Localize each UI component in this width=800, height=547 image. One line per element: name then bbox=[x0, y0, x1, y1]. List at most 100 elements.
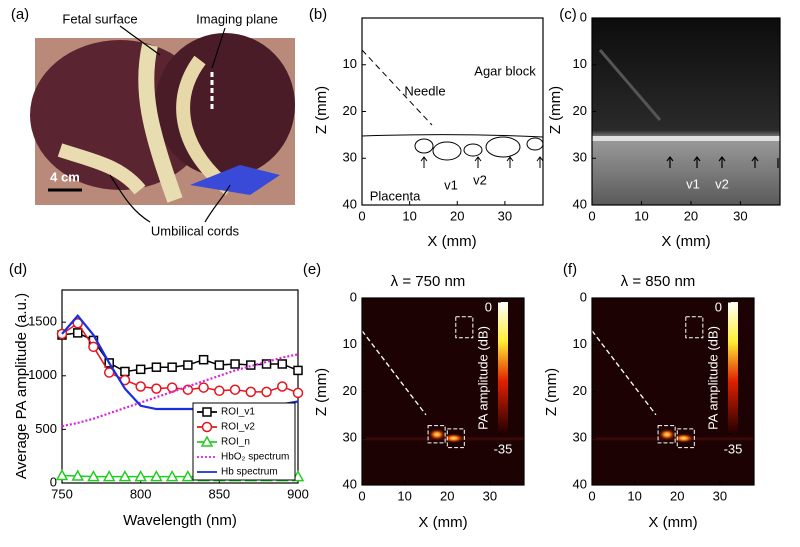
roi-box bbox=[676, 428, 695, 449]
roi-box bbox=[455, 316, 474, 339]
marker bbox=[167, 362, 177, 372]
x-tick-label: 0 bbox=[588, 488, 595, 503]
annotation: Imaging plane bbox=[196, 11, 278, 26]
x-tick-label: 0 bbox=[588, 208, 595, 223]
x-tick-label: 10 bbox=[627, 488, 641, 503]
marker bbox=[183, 360, 193, 370]
marker bbox=[134, 470, 147, 482]
x-tick-label: 30 bbox=[713, 488, 727, 503]
x-axis-label: X (mm) bbox=[418, 514, 467, 531]
x-tick-label: 10 bbox=[397, 488, 411, 503]
annotation: v1 bbox=[686, 176, 700, 191]
panel-label: (b) bbox=[309, 6, 327, 23]
x-axis-label: X (mm) bbox=[661, 233, 710, 250]
hotspot bbox=[658, 428, 677, 441]
y-tick-label: 0 bbox=[580, 9, 587, 24]
x-tick-label: 20 bbox=[450, 208, 464, 223]
y-tick-label: 40 bbox=[343, 196, 357, 211]
annotation: Agar block bbox=[474, 63, 536, 78]
x-tick-label: 0 bbox=[358, 488, 365, 503]
y-axis-label: Z (mm) bbox=[543, 368, 560, 416]
needle bbox=[361, 330, 427, 416]
legend-label: ROI_v2 bbox=[221, 422, 255, 433]
y-tick-label: 0 bbox=[580, 289, 587, 304]
roi-box bbox=[685, 316, 704, 339]
marker bbox=[87, 470, 100, 482]
panel-title: λ = 850 nm bbox=[621, 273, 696, 290]
marker bbox=[214, 360, 225, 370]
y-tick-label: 10 bbox=[343, 56, 357, 71]
roi-box bbox=[427, 425, 446, 444]
marker bbox=[120, 366, 130, 377]
x-axis-label: Wavelength (nm) bbox=[123, 512, 237, 529]
annotation: Fetal surface bbox=[62, 11, 137, 26]
marker bbox=[165, 470, 179, 482]
marker bbox=[202, 407, 212, 417]
marker bbox=[103, 367, 115, 378]
needle bbox=[591, 330, 657, 416]
y-tick-label: 10 bbox=[343, 336, 357, 351]
annotation: v2 bbox=[715, 176, 729, 191]
colorbar-label: PA amplitude (dB) bbox=[705, 326, 720, 430]
marker bbox=[150, 470, 163, 482]
hotspot bbox=[428, 428, 447, 441]
x-tick-label: 850 bbox=[208, 486, 230, 501]
marker bbox=[261, 359, 272, 369]
marker bbox=[72, 328, 83, 338]
marker bbox=[246, 360, 256, 370]
annotation: Placenta bbox=[370, 188, 421, 203]
photo bbox=[30, 25, 295, 223]
colorbar-tick-label: 0 bbox=[485, 299, 492, 314]
y-axis-label: Z (mm) bbox=[547, 86, 564, 134]
scale-bar-label: 4 cm bbox=[50, 169, 80, 184]
roi-box bbox=[446, 428, 465, 449]
legend-label: ROI_n bbox=[221, 437, 250, 448]
marker bbox=[201, 421, 213, 433]
marker bbox=[198, 382, 209, 393]
x-tick-label: 30 bbox=[498, 208, 512, 223]
marker bbox=[245, 386, 257, 398]
axes-frame bbox=[61, 289, 299, 484]
marker bbox=[71, 469, 85, 481]
y-tick-label: 10 bbox=[573, 336, 587, 351]
series-line bbox=[61, 353, 299, 428]
y-axis-label: Z (mm) bbox=[313, 86, 330, 134]
y-tick-label: 20 bbox=[343, 103, 357, 118]
marker bbox=[135, 381, 146, 392]
y-axis-label: Z (mm) bbox=[313, 368, 330, 416]
x-tick-label: 900 bbox=[287, 486, 309, 501]
colorbar-tick-label: 0 bbox=[715, 299, 722, 314]
marker bbox=[166, 382, 178, 393]
roi-box bbox=[657, 425, 676, 444]
colorbar bbox=[728, 302, 738, 434]
marker bbox=[229, 384, 241, 395]
annotation: v2 bbox=[473, 172, 487, 187]
y-axis-label: Average PA amplitude (a.u.) bbox=[13, 293, 30, 479]
marker bbox=[214, 385, 225, 397]
panel-label: (a) bbox=[11, 6, 29, 23]
marker bbox=[72, 317, 83, 329]
series-line bbox=[61, 322, 299, 394]
y-tick-label: 40 bbox=[573, 476, 587, 491]
marker bbox=[277, 359, 288, 369]
pa-image bbox=[362, 298, 524, 485]
panel-label: (e) bbox=[303, 261, 321, 278]
x-tick-label: 20 bbox=[684, 208, 698, 223]
y-tick-label: 40 bbox=[343, 476, 357, 491]
marker bbox=[198, 354, 209, 365]
y-tick-label: 500 bbox=[35, 421, 57, 436]
x-tick-label: 20 bbox=[670, 488, 684, 503]
y-tick-label: 10 bbox=[573, 56, 587, 71]
y-tick-label: 1000 bbox=[28, 367, 57, 382]
y-tick-label: 1500 bbox=[28, 314, 57, 329]
y-tick-label: 0 bbox=[350, 289, 357, 304]
colorbar bbox=[498, 302, 508, 434]
legend-label: HbO₂ spectrum bbox=[221, 452, 289, 463]
legend-label: ROI_v1 bbox=[221, 407, 255, 418]
marker bbox=[151, 383, 162, 394]
x-tick-label: 10 bbox=[402, 208, 416, 223]
x-tick-label: 20 bbox=[440, 488, 454, 503]
marker bbox=[118, 470, 132, 482]
y-tick-label: 0 bbox=[50, 474, 57, 489]
annotation: v1 bbox=[444, 177, 458, 192]
